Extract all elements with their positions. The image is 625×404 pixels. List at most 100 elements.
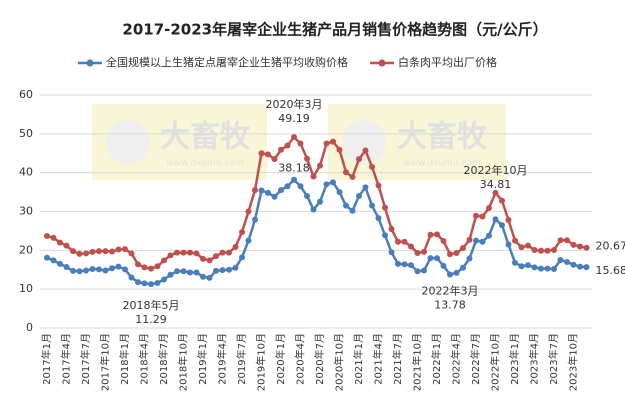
x-tick-label: 2018年1月 bbox=[118, 333, 131, 385]
point bbox=[557, 257, 564, 264]
point bbox=[538, 247, 544, 254]
point bbox=[284, 142, 291, 149]
point bbox=[70, 248, 76, 255]
point bbox=[408, 262, 414, 269]
point bbox=[239, 254, 245, 261]
point bbox=[96, 248, 102, 255]
x-tick-label: 2022年10月 bbox=[489, 333, 502, 391]
point bbox=[518, 244, 525, 251]
point bbox=[187, 249, 193, 256]
point bbox=[128, 250, 135, 257]
point bbox=[330, 179, 336, 186]
point bbox=[375, 215, 382, 222]
point bbox=[180, 249, 187, 256]
point bbox=[258, 150, 265, 157]
x-tick-label: 2023年1月 bbox=[508, 333, 521, 385]
point bbox=[252, 187, 258, 194]
x-tick-label: 2021年7月 bbox=[391, 333, 404, 385]
series-line bbox=[46, 177, 587, 286]
point bbox=[44, 254, 50, 261]
x-tick-label: 2022年1月 bbox=[430, 333, 443, 385]
point bbox=[453, 269, 460, 276]
x-tick-label: 2019年1月 bbox=[196, 333, 209, 385]
x-tick-label: 2021年4月 bbox=[372, 333, 385, 385]
annotation-label: 2022年10月 bbox=[464, 163, 528, 177]
point bbox=[538, 265, 544, 272]
y-tick-label: 60 bbox=[19, 88, 33, 101]
point bbox=[525, 242, 531, 249]
point bbox=[161, 276, 167, 283]
point bbox=[115, 263, 122, 270]
point bbox=[453, 250, 460, 257]
point bbox=[122, 266, 128, 273]
point bbox=[486, 232, 492, 239]
point bbox=[63, 242, 70, 249]
point bbox=[570, 261, 577, 268]
point bbox=[499, 222, 505, 229]
legend-label: 白条肉平均出厂价格 bbox=[398, 55, 497, 69]
data-label: 38.18 bbox=[278, 162, 310, 175]
x-tick-label: 2023年7月 bbox=[547, 333, 560, 385]
point bbox=[570, 241, 577, 248]
point bbox=[564, 237, 570, 244]
point bbox=[83, 250, 89, 257]
point bbox=[544, 247, 551, 254]
point bbox=[226, 249, 232, 256]
point bbox=[141, 264, 148, 271]
x-tick-label: 2023年10月 bbox=[567, 333, 580, 391]
x-tick-label: 2020年10月 bbox=[333, 333, 346, 391]
point bbox=[206, 274, 213, 281]
point bbox=[505, 241, 512, 248]
point bbox=[304, 192, 310, 199]
watermark-box bbox=[328, 104, 506, 180]
point bbox=[557, 237, 564, 244]
x-tick-label: 2020年4月 bbox=[294, 333, 307, 385]
point bbox=[50, 234, 57, 241]
point bbox=[395, 260, 401, 267]
point bbox=[206, 257, 213, 264]
point bbox=[57, 239, 63, 246]
point bbox=[440, 262, 447, 269]
point bbox=[226, 266, 232, 273]
point bbox=[135, 279, 141, 286]
point bbox=[356, 192, 362, 199]
point bbox=[115, 246, 122, 253]
point bbox=[239, 229, 245, 236]
point bbox=[70, 267, 76, 274]
point bbox=[434, 231, 440, 238]
point bbox=[531, 264, 538, 271]
point bbox=[369, 163, 375, 170]
point bbox=[317, 162, 323, 169]
watermark-box bbox=[92, 104, 267, 180]
point bbox=[219, 249, 226, 256]
point bbox=[343, 169, 349, 176]
x-tick-label: 2017年4月 bbox=[60, 333, 73, 385]
point bbox=[219, 267, 226, 274]
point bbox=[180, 268, 187, 275]
watermark-text: 大畜牧 bbox=[160, 120, 251, 155]
x-tick-label: 2017年1月 bbox=[40, 333, 53, 385]
x-tick-label: 2018年7月 bbox=[157, 333, 170, 385]
data-label: 11.29 bbox=[135, 313, 167, 326]
point bbox=[141, 280, 148, 287]
point bbox=[200, 273, 206, 280]
point bbox=[89, 248, 96, 255]
point bbox=[167, 252, 174, 259]
point bbox=[284, 183, 291, 190]
point bbox=[310, 173, 317, 180]
point bbox=[427, 255, 434, 262]
point bbox=[278, 187, 284, 194]
x-tick-label: 2023年4月 bbox=[528, 333, 541, 385]
point bbox=[447, 251, 453, 258]
watermark-logo bbox=[106, 120, 150, 164]
watermark-url: www.dxumu.com bbox=[166, 159, 243, 169]
y-tick-label: 50 bbox=[19, 127, 33, 140]
legend-label: 全国规模以上生猪定点屠宰企业生猪平均收购价格 bbox=[106, 55, 348, 69]
point bbox=[427, 231, 434, 238]
point bbox=[187, 269, 193, 276]
point bbox=[174, 268, 180, 275]
point bbox=[525, 262, 531, 269]
x-tick-label: 2018年4月 bbox=[138, 333, 151, 385]
point bbox=[83, 267, 89, 274]
legend-marker bbox=[86, 59, 94, 67]
